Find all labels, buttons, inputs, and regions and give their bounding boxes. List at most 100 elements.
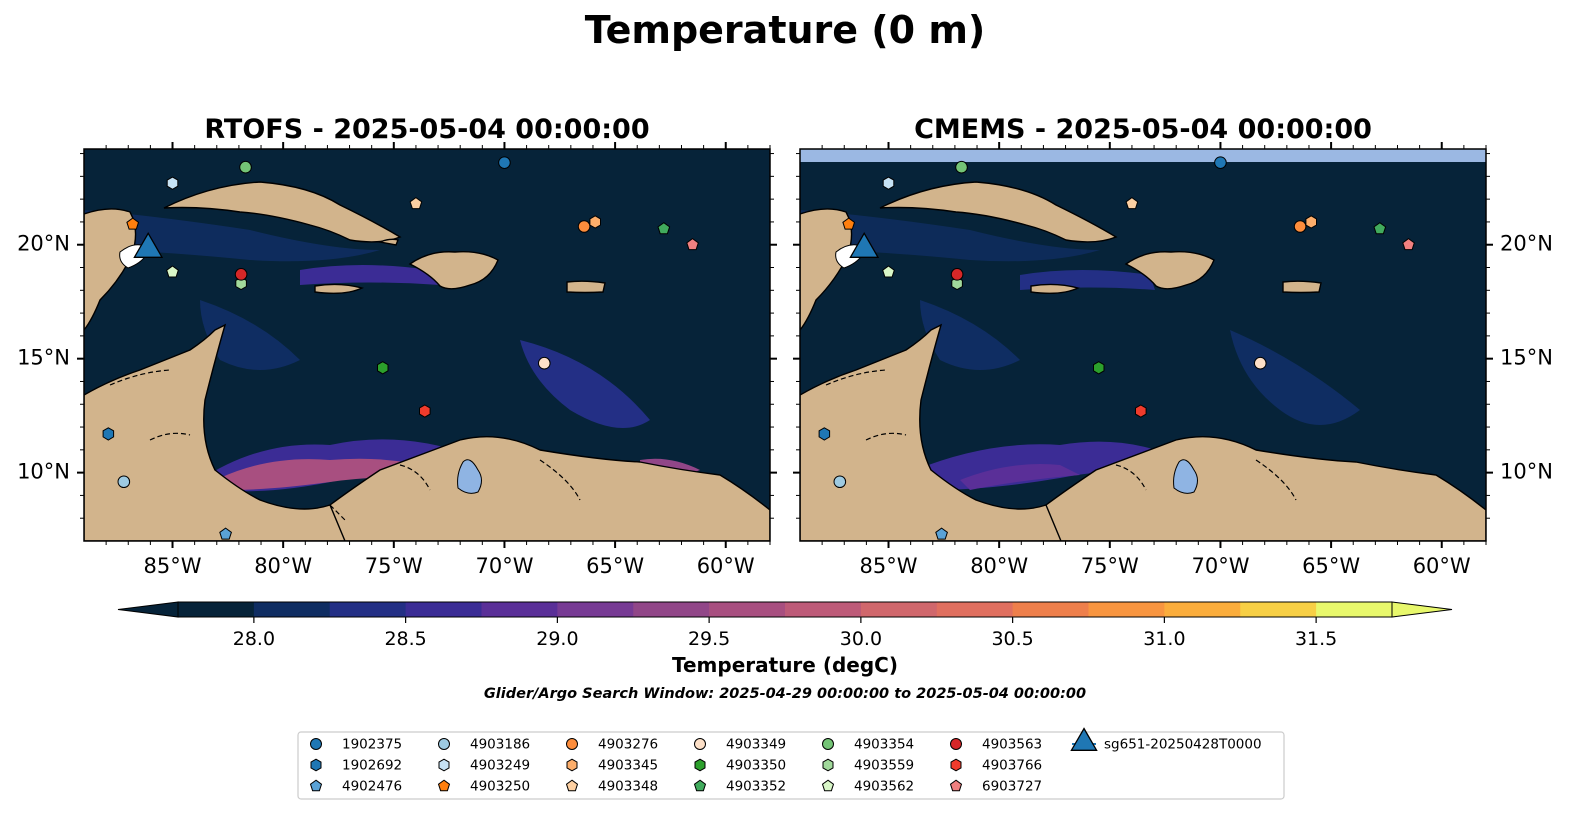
argo-float-marker xyxy=(1125,196,1139,210)
argo-float-marker xyxy=(1253,356,1267,370)
map-area xyxy=(84,149,770,541)
colorbar-swatch xyxy=(860,602,938,617)
legend-label: 4903249 xyxy=(470,758,530,774)
legend-marker xyxy=(437,779,451,792)
colorbar-swatch xyxy=(1088,602,1165,617)
lon-tick-label: 80°W xyxy=(970,554,1028,578)
colorbar-swatch xyxy=(329,602,407,617)
lat-tick-label: 15°N xyxy=(1500,346,1553,370)
argo-float-marker xyxy=(935,527,948,540)
argo-float-marker xyxy=(657,222,671,235)
colorbar-swatch xyxy=(178,602,255,617)
colorbar-swatches xyxy=(117,601,1453,618)
legend-marker xyxy=(694,738,706,750)
argo-float-marker xyxy=(239,160,252,174)
map-area xyxy=(800,149,1486,541)
colorbar-swatch xyxy=(1012,602,1090,617)
colorbar-tick-label: 30.0 xyxy=(840,628,882,650)
map-frame xyxy=(83,148,771,542)
lon-tick-label: 75°W xyxy=(365,554,423,578)
legend-entry: 4903563 xyxy=(950,737,1042,753)
colorbar-swatch xyxy=(785,602,862,617)
argo-float-marker xyxy=(409,196,423,210)
argo-float-marker xyxy=(235,276,247,291)
argo-float-marker xyxy=(166,265,179,278)
legend-marker xyxy=(821,779,835,792)
lat-tick-label: 20°N xyxy=(17,232,70,256)
search-window-caption: Glider/Argo Search Window: 2025-04-29 00… xyxy=(484,686,1086,702)
legend-label: 4903766 xyxy=(982,758,1042,774)
legend-entry: 4903276 xyxy=(566,737,658,753)
argo-float-marker xyxy=(537,356,551,370)
argo-float-marker xyxy=(234,268,248,281)
legend-marker xyxy=(822,758,834,772)
legend-items: 1902375 1902692 4902476 4903186 4903249 49032… xyxy=(309,727,1262,795)
argo-float-marker xyxy=(577,220,591,233)
float-markers xyxy=(102,156,699,540)
argo-float-marker xyxy=(882,176,895,190)
legend-entry: 4903186 xyxy=(438,737,530,753)
no-data-band xyxy=(800,149,1486,162)
legend-label: 4903563 xyxy=(982,737,1042,753)
legend-label: 4903562 xyxy=(854,779,914,795)
lon-tick-label: 70°W xyxy=(1192,554,1250,578)
latitude-labels-left: 20°N 15°N 10°N xyxy=(17,232,70,484)
legend-label: 4903250 xyxy=(470,779,530,795)
legend-entry: 4903345 xyxy=(566,758,658,774)
colorbar-extend-low xyxy=(117,601,179,618)
legend-label: 4903345 xyxy=(598,758,658,774)
legend-marker xyxy=(438,758,450,772)
legend-label: 4903349 xyxy=(726,737,786,753)
colorbar-swatch xyxy=(1240,602,1317,617)
legend-entry: sg651-20250428T0000 xyxy=(1070,727,1262,753)
map-ticks xyxy=(77,142,777,548)
legend-entry: 4903250 xyxy=(437,779,530,795)
colorbar-swatch xyxy=(1316,602,1393,617)
legend-label: 4903352 xyxy=(726,779,786,795)
cmems-map-panel: CMEMS - 2025-05-04 00:00:00 xyxy=(793,114,1553,578)
legend-label: 4903186 xyxy=(470,737,530,753)
glider-marker xyxy=(849,231,880,258)
argo-float-marker xyxy=(1305,215,1317,229)
argo-float-marker xyxy=(498,156,511,169)
legend-entry: 4903354 xyxy=(822,737,914,753)
argo-float-marker xyxy=(951,276,963,291)
colorbar-swatch xyxy=(709,602,786,617)
legend-entry: 4903562 xyxy=(821,779,914,795)
colorbar: 28.0 28.5 29.0 29.5 30.0 30.5 31.0 31.5 … xyxy=(117,601,1453,677)
argo-float-marker xyxy=(1093,361,1105,375)
legend-entry: 4902476 xyxy=(309,779,402,795)
legend-marker xyxy=(310,738,322,750)
argo-float-marker xyxy=(686,237,699,251)
panel-title: RTOFS - 2025-05-04 00:00:00 xyxy=(204,114,649,145)
argo-float-marker xyxy=(589,215,601,229)
argo-float-marker xyxy=(955,160,968,174)
argo-float-marker xyxy=(833,475,847,489)
colorbar-swatch xyxy=(253,602,331,617)
legend-label: 1902692 xyxy=(342,758,402,774)
legend-marker xyxy=(310,758,322,772)
legend-label: 1902375 xyxy=(342,737,402,753)
colorbar-swatch xyxy=(405,602,483,617)
legend-frame xyxy=(297,731,1285,800)
legend-label: 6903727 xyxy=(982,779,1042,795)
legend-label: 4903350 xyxy=(726,758,786,774)
argo-float-marker xyxy=(166,176,179,190)
colorbar-swatch xyxy=(1164,602,1241,617)
borders xyxy=(109,369,581,521)
legend-marker xyxy=(694,758,706,772)
legend-marker xyxy=(566,738,578,750)
colorbar-tick-label: 29.0 xyxy=(536,628,578,650)
argo-float-marker xyxy=(950,268,964,281)
legend-entry: 1902692 xyxy=(310,758,402,774)
map-frame xyxy=(799,148,1487,542)
argo-float-marker xyxy=(1214,156,1227,169)
argo-float-marker xyxy=(1293,220,1307,233)
lon-tick-label: 60°W xyxy=(697,554,755,578)
legend-label: 4902476 xyxy=(342,779,402,795)
legend: 1902375 1902692 4902476 4903186 4903249 49032… xyxy=(297,727,1285,800)
colorbar-tick-label: 29.5 xyxy=(688,628,730,650)
rtofs-map-panel: RTOFS - 2025-05-04 00:00:00 xyxy=(17,114,777,578)
legend-marker xyxy=(438,738,450,750)
argo-float-marker xyxy=(818,427,831,441)
